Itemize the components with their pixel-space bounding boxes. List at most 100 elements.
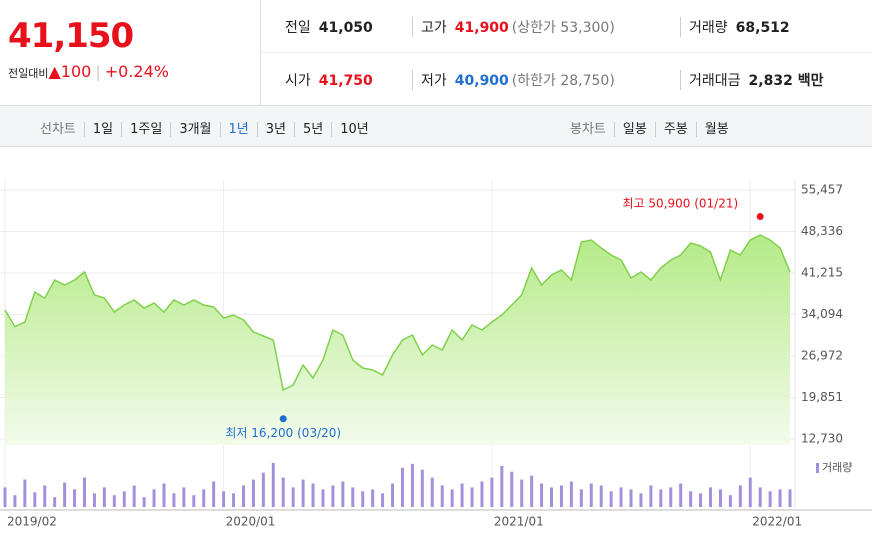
volume-bar <box>559 485 563 507</box>
volume-bar <box>202 489 206 507</box>
value: 68,512 <box>735 20 790 36</box>
volume-bar <box>311 483 315 507</box>
volume-bar <box>450 489 454 507</box>
volume-bar <box>162 483 166 507</box>
quote: 41,150 전일대비▲100 | +0.24% <box>0 0 261 105</box>
volume-bar <box>659 489 663 507</box>
volume-bar <box>281 477 285 507</box>
volume-bar <box>480 481 484 507</box>
volume-bar <box>470 487 474 507</box>
legend-swatch <box>816 463 819 473</box>
volume-bar <box>132 485 136 507</box>
value: 41,900 <box>454 20 509 36</box>
volume-bar <box>589 483 593 507</box>
y-tick-label: 34,094 <box>801 307 843 321</box>
annotation-part: 최저 <box>225 425 247 439</box>
volume-bar <box>142 497 146 507</box>
line-tabs: 선차트 1일 1주일 3개월 1년 3년 5년 10년 <box>40 118 377 137</box>
y-tick-label: 48,336 <box>801 224 843 238</box>
chart: 12,730 19,851 26,972 34,094 41,215 48,336 55,4… <box>0 180 872 529</box>
volume-bar <box>649 485 653 507</box>
volume-bar <box>82 477 86 507</box>
y-tick-label: 55,457 <box>801 183 843 197</box>
volume-bar <box>271 462 275 507</box>
tab[interactable]: 1일 <box>83 122 122 137</box>
tab[interactable]: 일봉 <box>613 122 655 137</box>
volume-bar <box>510 471 514 507</box>
volume-bar <box>520 479 524 507</box>
volume-bar <box>341 481 345 507</box>
volume-bar <box>599 485 603 507</box>
volume-bar <box>122 491 126 507</box>
volume-bar <box>679 483 683 507</box>
volume-bar <box>728 495 732 507</box>
volume-bar <box>629 489 633 507</box>
volume-bar <box>420 469 424 507</box>
tab[interactable]: 3년 <box>256 122 294 137</box>
tab[interactable]: 주봉 <box>654 122 696 137</box>
volume-bar <box>748 477 752 507</box>
volume-bar <box>301 479 305 507</box>
area-fill <box>5 235 790 445</box>
volume-bar <box>579 489 583 507</box>
volume-bar <box>709 487 713 507</box>
summary-row: 전일 41,050 고가 41,900 (상한가 53,300) 거래량 68,512 <box>260 0 872 53</box>
volume-bar <box>63 482 67 507</box>
tab-group-label: 봉차트 <box>570 122 606 137</box>
tab[interactable]: 월봉 <box>695 122 737 137</box>
tab[interactable]: 1년 <box>219 122 257 137</box>
tab[interactable]: 3개월 <box>170 122 220 137</box>
volume-bar <box>410 463 414 507</box>
volume-bar <box>232 493 236 507</box>
annotation-marker <box>756 213 764 221</box>
x-tick-label: 2022/01 <box>752 515 802 529</box>
annotation-part: 50,900 <box>648 196 690 210</box>
price-line <box>4 234 791 392</box>
label: 고가 <box>421 20 447 36</box>
note: (상한가 53,300) <box>511 20 615 36</box>
volume-bar <box>112 495 116 507</box>
value: 2,832 백만 <box>748 73 824 89</box>
volume-bar <box>460 483 464 507</box>
tab[interactable]: 10년 <box>331 122 377 137</box>
volume-bar <box>500 465 504 507</box>
volume-bar <box>381 493 385 507</box>
volume-bar <box>23 479 27 507</box>
volume-bar <box>13 495 17 507</box>
volume-bar <box>291 487 295 507</box>
volume-bar <box>331 485 335 507</box>
candle-tabs: 봉차트 일봉 주봉 월봉 <box>570 118 737 137</box>
volume-bar <box>490 477 494 507</box>
summary-row: 시가 41,750 저가 40,900 (하한가 28,750) 거래대금 2,832 … <box>260 53 872 105</box>
value: 40,900 <box>454 73 509 89</box>
volume-bar <box>212 481 216 507</box>
tab[interactable]: 1주일 <box>121 122 171 137</box>
volume-bar <box>778 489 782 507</box>
change: 전일대비▲100 | +0.24% <box>8 62 169 81</box>
change-pct: +0.24% <box>104 62 169 81</box>
value: 41,750 <box>318 73 373 89</box>
x-tick-label: 2019/02 <box>7 515 57 529</box>
change-arrow: ▲ <box>48 62 61 81</box>
annotation: 최저 16,200 (03/20) <box>225 425 341 439</box>
volume-bar <box>241 485 245 507</box>
y-tick-label: 12,730 <box>801 432 843 446</box>
volume-bar <box>391 483 395 507</box>
tab[interactable]: 5년 <box>294 122 332 137</box>
label: 저가 <box>421 73 447 89</box>
annotation: 최고 50,900 (01/21) <box>622 196 738 210</box>
volume-bar <box>609 491 613 507</box>
volume-bar <box>619 487 623 507</box>
volume-bar <box>371 489 375 507</box>
volume-bar <box>182 487 186 507</box>
volume-bar <box>569 481 573 507</box>
y-tick-label: 19,851 <box>801 390 843 404</box>
volume-bar <box>73 489 77 507</box>
volume-bar <box>540 483 544 507</box>
volume-bar <box>530 475 534 507</box>
annotation-part: (03/20) <box>297 425 341 439</box>
tab-group-label: 선차트 <box>40 122 76 137</box>
volume-bar <box>689 491 693 507</box>
volume-bar <box>669 487 673 507</box>
